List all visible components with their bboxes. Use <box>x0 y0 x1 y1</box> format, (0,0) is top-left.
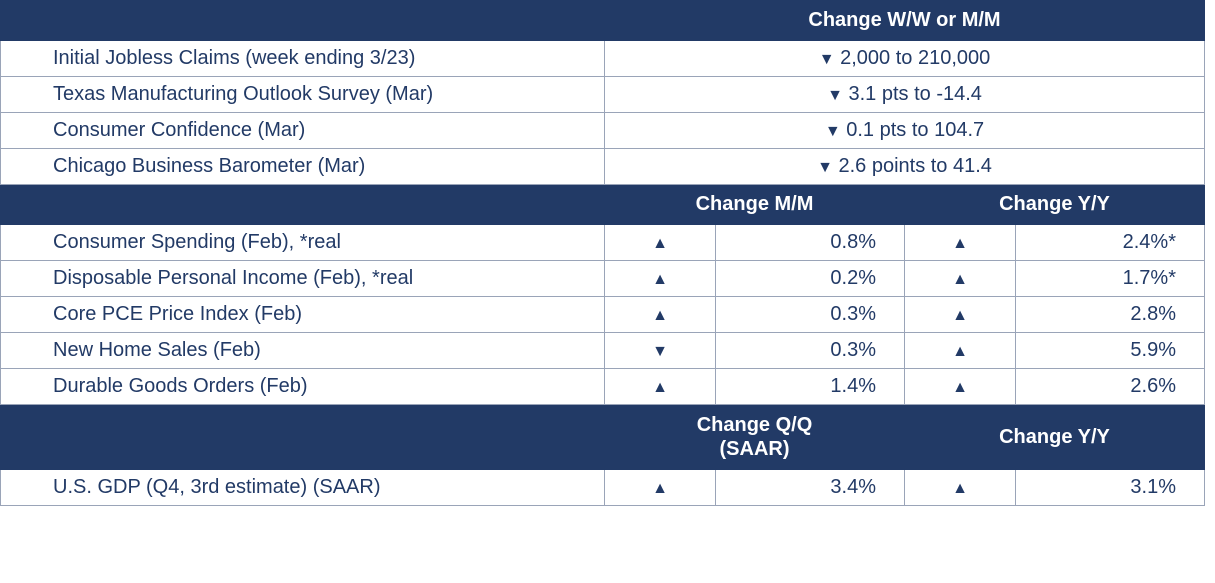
change-text: 2.6 points to 41.4 <box>838 155 991 177</box>
table-row: Durable Goods Orders (Feb) ▲ 1.4% ▲ 2.6% <box>1 369 1205 405</box>
table-row: Initial Jobless Claims (week ending 3/23… <box>1 41 1205 77</box>
down-arrow-icon: ▼ <box>817 159 833 177</box>
up-arrow-icon: ▲ <box>652 271 668 289</box>
mm-arrow-cell: ▲ <box>605 369 716 405</box>
yy-value: 3.1% <box>1016 470 1205 506</box>
table-row: Core PCE Price Index (Feb) ▲ 0.3% ▲ 2.8% <box>1 297 1205 333</box>
up-arrow-icon: ▲ <box>952 235 968 253</box>
section3-header-qq-line1: Change Q/Q <box>697 414 813 436</box>
up-arrow-icon: ▲ <box>652 480 668 498</box>
indicator-label: Consumer Spending (Feb), *real <box>1 225 605 261</box>
table-row: Disposable Personal Income (Feb), *real … <box>1 261 1205 297</box>
down-arrow-icon: ▼ <box>652 343 668 361</box>
economic-indicators-table: Change W/W or M/M Initial Jobless Claims… <box>0 0 1205 506</box>
section3-header-blank <box>1 405 605 470</box>
section3-header-qq: Change Q/Q (SAAR) <box>605 405 905 470</box>
mm-arrow-cell: ▼ <box>605 333 716 369</box>
yy-value: 1.7%* <box>1016 261 1205 297</box>
yy-value: 2.8% <box>1016 297 1205 333</box>
section2-header-mm: Change M/M <box>605 185 905 225</box>
down-arrow-icon: ▼ <box>819 51 835 69</box>
section1-header: Change W/W or M/M <box>605 1 1205 41</box>
mm-arrow-cell: ▲ <box>605 225 716 261</box>
change-text: 0.1 pts to 104.7 <box>846 119 984 141</box>
table-row: U.S. GDP (Q4, 3rd estimate) (SAAR) ▲ 3.4… <box>1 470 1205 506</box>
table-row: Texas Manufacturing Outlook Survey (Mar)… <box>1 77 1205 113</box>
up-arrow-icon: ▲ <box>952 271 968 289</box>
section3-header-row: Change Q/Q (SAAR) Change Y/Y <box>1 405 1205 470</box>
indicator-label: Durable Goods Orders (Feb) <box>1 369 605 405</box>
mm-value: 1.4% <box>716 369 905 405</box>
section2-header-row: Change M/M Change Y/Y <box>1 185 1205 225</box>
up-arrow-icon: ▲ <box>952 307 968 325</box>
indicator-label: Disposable Personal Income (Feb), *real <box>1 261 605 297</box>
indicator-label: Core PCE Price Index (Feb) <box>1 297 605 333</box>
mm-value: 0.2% <box>716 261 905 297</box>
indicator-label: Consumer Confidence (Mar) <box>1 113 605 149</box>
yy-arrow-cell: ▲ <box>905 333 1016 369</box>
qq-arrow-cell: ▲ <box>605 470 716 506</box>
change-cell: ▼ 0.1 pts to 104.7 <box>605 113 1205 149</box>
indicator-label: New Home Sales (Feb) <box>1 333 605 369</box>
table-row: Chicago Business Barometer (Mar) ▼ 2.6 p… <box>1 149 1205 185</box>
qq-value: 3.4% <box>716 470 905 506</box>
table-row: New Home Sales (Feb) ▼ 0.3% ▲ 5.9% <box>1 333 1205 369</box>
section1-header-row: Change W/W or M/M <box>1 1 1205 41</box>
change-cell: ▼ 3.1 pts to -14.4 <box>605 77 1205 113</box>
down-arrow-icon: ▼ <box>827 87 843 105</box>
up-arrow-icon: ▲ <box>652 235 668 253</box>
section1-header-blank <box>1 1 605 41</box>
up-arrow-icon: ▲ <box>952 379 968 397</box>
yy-arrow-cell: ▲ <box>905 470 1016 506</box>
yy-arrow-cell: ▲ <box>905 369 1016 405</box>
up-arrow-icon: ▲ <box>952 343 968 361</box>
change-cell: ▼ 2,000 to 210,000 <box>605 41 1205 77</box>
up-arrow-icon: ▲ <box>952 480 968 498</box>
change-text: 2,000 to 210,000 <box>840 47 990 69</box>
up-arrow-icon: ▲ <box>652 307 668 325</box>
mm-arrow-cell: ▲ <box>605 297 716 333</box>
indicator-label: Chicago Business Barometer (Mar) <box>1 149 605 185</box>
change-text: 3.1 pts to -14.4 <box>848 83 981 105</box>
yy-arrow-cell: ▲ <box>905 297 1016 333</box>
mm-value: 0.3% <box>716 333 905 369</box>
section2-header-blank <box>1 185 605 225</box>
indicator-label: Initial Jobless Claims (week ending 3/23… <box>1 41 605 77</box>
section3-header-qq-line2: (SAAR) <box>720 438 790 460</box>
table-row: Consumer Spending (Feb), *real ▲ 0.8% ▲ … <box>1 225 1205 261</box>
mm-value: 0.3% <box>716 297 905 333</box>
yy-value: 2.6% <box>1016 369 1205 405</box>
yy-value: 2.4%* <box>1016 225 1205 261</box>
section3-header-yy: Change Y/Y <box>905 405 1205 470</box>
table-row: Consumer Confidence (Mar) ▼ 0.1 pts to 1… <box>1 113 1205 149</box>
indicator-label: U.S. GDP (Q4, 3rd estimate) (SAAR) <box>1 470 605 506</box>
yy-value: 5.9% <box>1016 333 1205 369</box>
section2-header-yy: Change Y/Y <box>905 185 1205 225</box>
down-arrow-icon: ▼ <box>825 123 841 141</box>
yy-arrow-cell: ▲ <box>905 261 1016 297</box>
indicator-label: Texas Manufacturing Outlook Survey (Mar) <box>1 77 605 113</box>
mm-arrow-cell: ▲ <box>605 261 716 297</box>
yy-arrow-cell: ▲ <box>905 225 1016 261</box>
change-cell: ▼ 2.6 points to 41.4 <box>605 149 1205 185</box>
mm-value: 0.8% <box>716 225 905 261</box>
up-arrow-icon: ▲ <box>652 379 668 397</box>
